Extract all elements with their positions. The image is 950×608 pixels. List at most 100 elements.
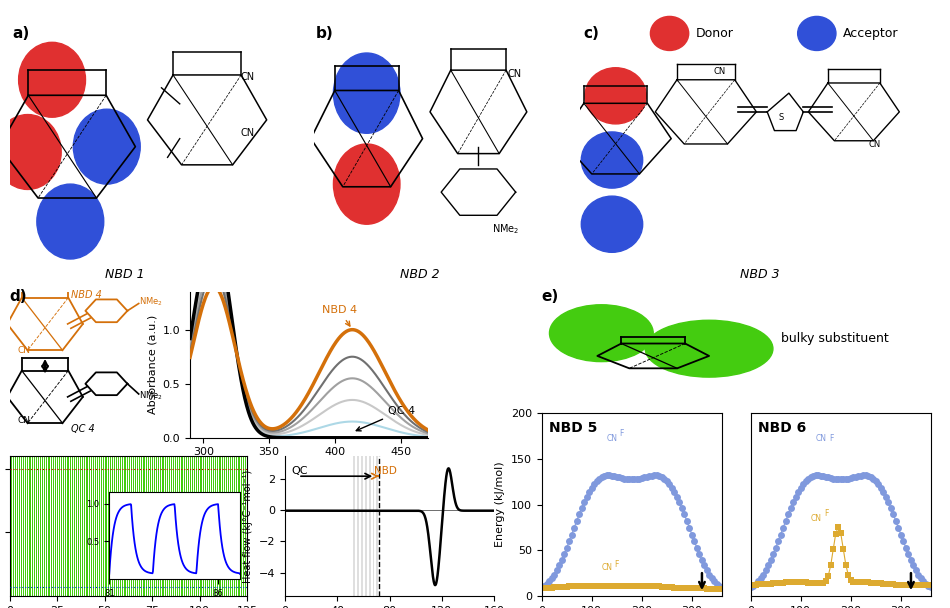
Bar bbox=[19, 456, 20, 596]
Bar bbox=[158, 456, 159, 596]
Bar bbox=[120, 456, 121, 596]
Bar bbox=[180, 456, 181, 596]
Text: CN: CN bbox=[240, 128, 255, 138]
Bar bbox=[76, 456, 77, 596]
Bar bbox=[82, 456, 83, 596]
Bar bbox=[230, 456, 231, 596]
Bar bbox=[137, 456, 138, 596]
Text: F: F bbox=[825, 508, 829, 517]
Bar bbox=[65, 456, 66, 596]
Bar bbox=[182, 456, 183, 596]
Bar bbox=[215, 456, 216, 596]
Bar bbox=[171, 456, 172, 596]
Bar bbox=[34, 456, 35, 596]
Bar bbox=[179, 456, 180, 596]
Bar bbox=[205, 456, 206, 596]
Text: b): b) bbox=[316, 26, 333, 41]
Bar bbox=[203, 456, 204, 596]
Bar bbox=[118, 456, 119, 596]
Bar bbox=[70, 456, 71, 596]
Text: QC 4: QC 4 bbox=[356, 406, 415, 431]
Text: NBD 1: NBD 1 bbox=[105, 268, 144, 281]
Bar bbox=[236, 456, 237, 596]
Bar bbox=[95, 456, 96, 596]
Bar bbox=[108, 456, 109, 596]
Bar bbox=[116, 456, 117, 596]
Bar bbox=[245, 456, 246, 596]
Bar bbox=[139, 456, 140, 596]
Ellipse shape bbox=[73, 109, 141, 184]
Text: NMe$_2$: NMe$_2$ bbox=[139, 296, 162, 308]
Bar bbox=[59, 456, 60, 596]
Bar bbox=[196, 456, 197, 596]
Bar bbox=[27, 456, 28, 596]
Bar bbox=[175, 456, 176, 596]
Bar bbox=[222, 456, 223, 596]
Text: NBD 2: NBD 2 bbox=[400, 268, 440, 281]
Bar bbox=[213, 456, 214, 596]
Ellipse shape bbox=[581, 196, 642, 252]
Bar bbox=[201, 456, 202, 596]
Bar bbox=[93, 456, 94, 596]
Bar bbox=[226, 456, 227, 596]
Text: Acceptor: Acceptor bbox=[844, 27, 899, 40]
Bar bbox=[160, 456, 161, 596]
Bar bbox=[146, 456, 147, 596]
Bar bbox=[99, 456, 100, 596]
Bar bbox=[217, 456, 218, 596]
Bar bbox=[353, 456, 355, 596]
Bar bbox=[110, 456, 111, 596]
Bar bbox=[46, 456, 47, 596]
Ellipse shape bbox=[585, 67, 646, 124]
Bar bbox=[218, 456, 219, 596]
Bar bbox=[91, 456, 92, 596]
Bar bbox=[17, 456, 18, 596]
Text: CN: CN bbox=[601, 563, 613, 572]
Bar bbox=[101, 456, 102, 596]
Text: Donor: Donor bbox=[696, 27, 734, 40]
Bar bbox=[376, 456, 378, 596]
Bar bbox=[148, 456, 149, 596]
Ellipse shape bbox=[651, 16, 689, 50]
Bar bbox=[144, 456, 145, 596]
Bar bbox=[61, 456, 62, 596]
Bar bbox=[112, 456, 113, 596]
Bar bbox=[190, 456, 191, 596]
Bar bbox=[224, 456, 225, 596]
Bar bbox=[49, 456, 50, 596]
Bar bbox=[44, 456, 45, 596]
Bar bbox=[163, 456, 164, 596]
Text: CN: CN bbox=[816, 434, 826, 443]
Text: S: S bbox=[778, 113, 784, 122]
Bar bbox=[209, 456, 210, 596]
Text: QC: QC bbox=[292, 466, 308, 476]
Bar bbox=[25, 456, 26, 596]
Bar bbox=[28, 456, 29, 596]
Bar bbox=[15, 456, 16, 596]
Bar bbox=[42, 456, 43, 596]
Bar bbox=[104, 456, 105, 596]
Bar bbox=[51, 456, 52, 596]
Bar bbox=[106, 456, 107, 596]
Bar bbox=[192, 456, 193, 596]
Bar bbox=[207, 456, 208, 596]
Bar bbox=[165, 456, 166, 596]
Bar bbox=[167, 456, 168, 596]
Bar bbox=[32, 456, 33, 596]
Bar bbox=[152, 456, 153, 596]
Text: bulky substituent: bulky substituent bbox=[781, 332, 888, 345]
Text: d): d) bbox=[10, 289, 28, 304]
Bar bbox=[38, 456, 39, 596]
Bar bbox=[173, 456, 174, 596]
Text: NBD 3: NBD 3 bbox=[740, 268, 780, 281]
Text: CN: CN bbox=[713, 67, 725, 77]
Bar bbox=[74, 456, 75, 596]
Text: CN: CN bbox=[18, 416, 30, 425]
Bar bbox=[97, 456, 98, 596]
Bar bbox=[188, 456, 189, 596]
Bar bbox=[68, 456, 69, 596]
Bar bbox=[194, 456, 195, 596]
Bar bbox=[36, 456, 37, 596]
Bar bbox=[125, 456, 126, 596]
Bar bbox=[89, 456, 90, 596]
